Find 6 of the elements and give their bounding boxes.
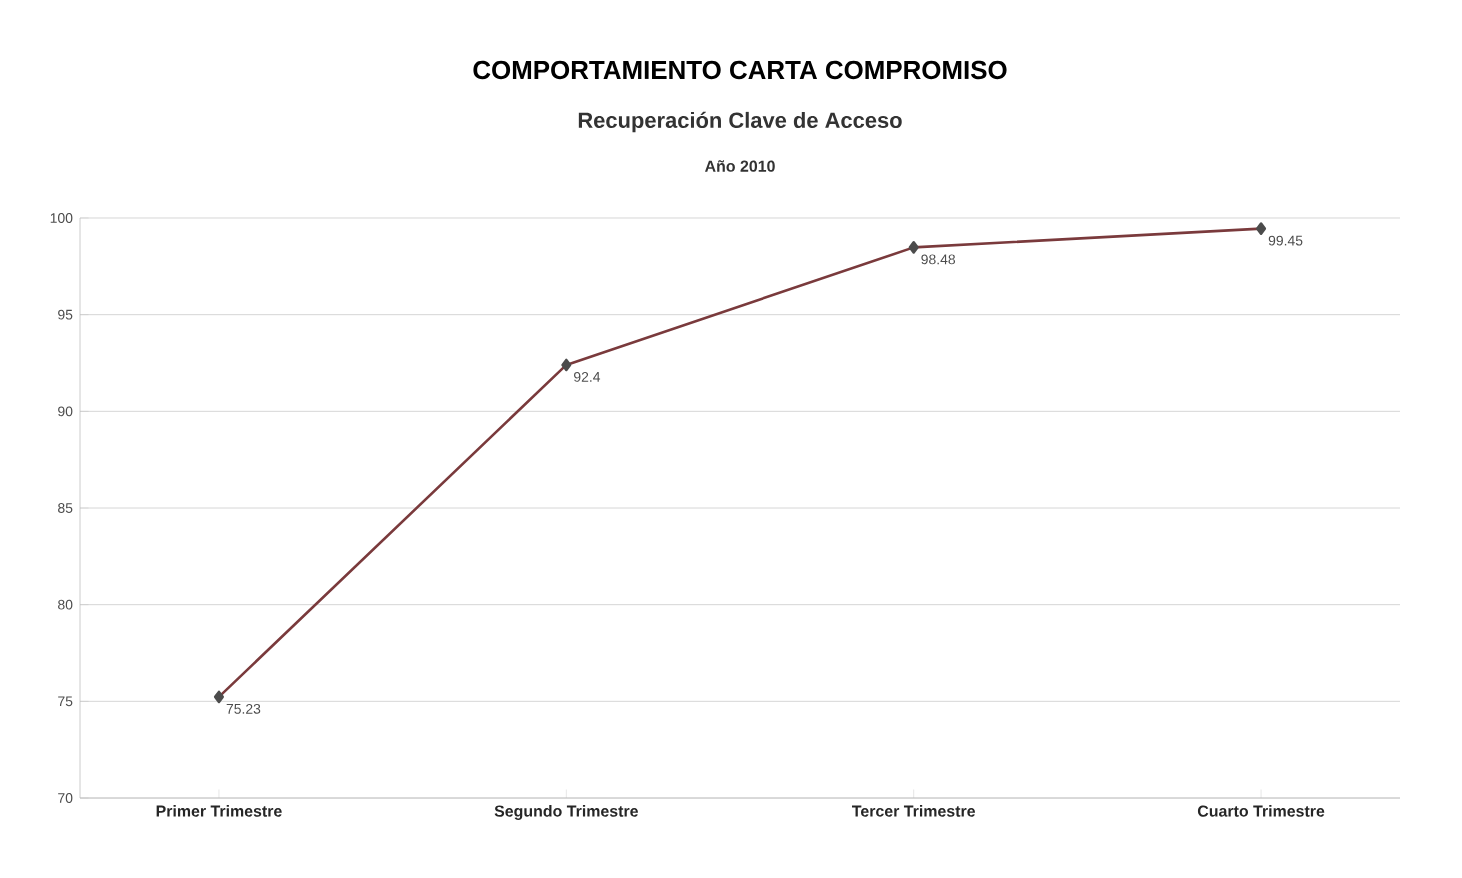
point [213,690,224,704]
point [1256,222,1267,235]
point [908,241,919,254]
chart-subtitle: Recuperación Clave de Acceso [578,111,902,133]
point [561,358,572,372]
chart-title: COMPORTAMIENTO CARTA COMPROMISO [473,60,1007,80]
